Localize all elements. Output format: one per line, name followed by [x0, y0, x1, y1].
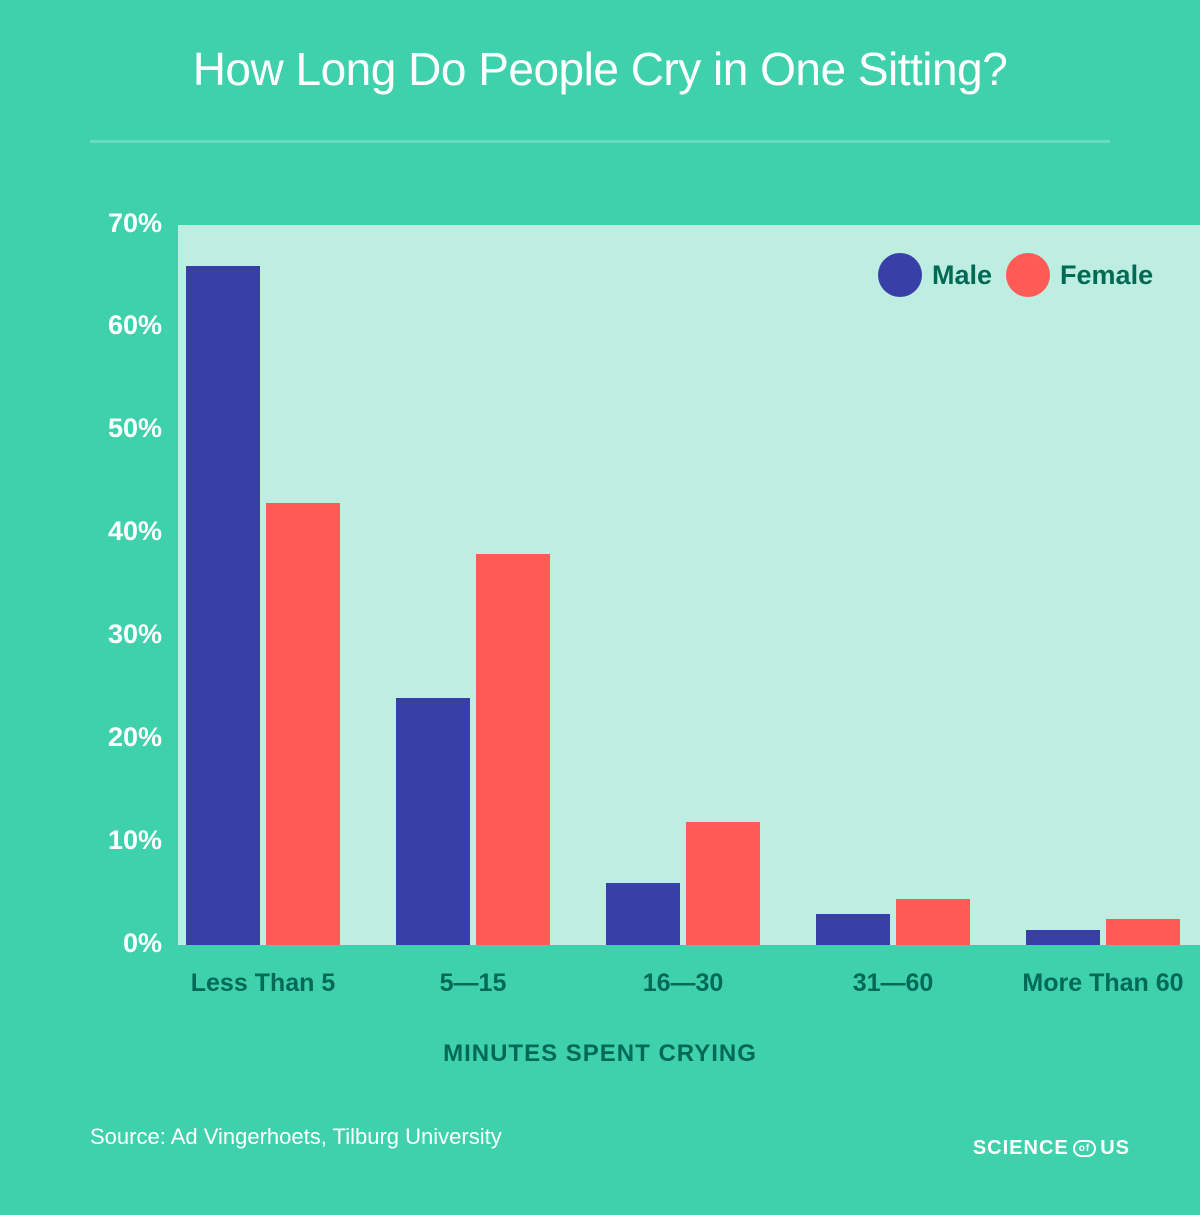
x-tick-label: 5—15: [376, 969, 570, 998]
legend-swatch-male: [878, 253, 922, 297]
legend-label: Male: [932, 260, 992, 291]
y-tick-label: 20%: [70, 722, 162, 753]
bar-male-4: [1026, 930, 1100, 945]
y-tick-label: 50%: [70, 413, 162, 444]
x-tick-label: 31—60: [796, 969, 990, 998]
chart-title: How Long Do People Cry in One Sitting?: [0, 42, 1200, 96]
chart-card: How Long Do People Cry in One Sitting? 0…: [0, 0, 1200, 1215]
legend-swatch-female: [1006, 253, 1050, 297]
x-tick-label: Less Than 5: [166, 969, 360, 998]
bar-female-3: [896, 899, 970, 945]
y-tick-label: 60%: [70, 310, 162, 341]
legend-item-female: Female: [1006, 253, 1153, 297]
bar-male-1: [396, 698, 470, 945]
bar-male-3: [816, 914, 890, 945]
legend-item-male: Male: [878, 253, 992, 297]
y-tick-label: 10%: [70, 825, 162, 856]
legend-label: Female: [1060, 260, 1153, 291]
brand-pre: SCIENCE: [973, 1137, 1069, 1160]
source-text: Source: Ad Vingerhoets, Tilburg Universi…: [90, 1124, 502, 1150]
legend: Male Female: [878, 253, 1153, 297]
x-tick-label: More Than 60: [1006, 969, 1200, 998]
divider: [90, 140, 1110, 143]
bar-female-0: [266, 503, 340, 945]
bar-male-0: [186, 266, 260, 945]
y-tick-label: 70%: [70, 208, 162, 239]
chart-area: 0%10%20%30%40%50%60%70% Less Than 55—151…: [70, 225, 1140, 945]
y-tick-label: 30%: [70, 619, 162, 650]
brand-logo: SCIENCE of US: [973, 1137, 1130, 1160]
bar-male-2: [606, 883, 680, 945]
brand-post: US: [1100, 1137, 1130, 1160]
x-tick-label: 16—30: [586, 969, 780, 998]
bar-female-1: [476, 554, 550, 945]
bar-female-4: [1106, 919, 1180, 945]
x-axis-title: MINUTES SPENT CRYING: [0, 1040, 1200, 1068]
bar-female-2: [686, 822, 760, 945]
y-tick-label: 0%: [70, 928, 162, 959]
y-tick-label: 40%: [70, 516, 162, 547]
brand-mid: of: [1073, 1140, 1096, 1157]
